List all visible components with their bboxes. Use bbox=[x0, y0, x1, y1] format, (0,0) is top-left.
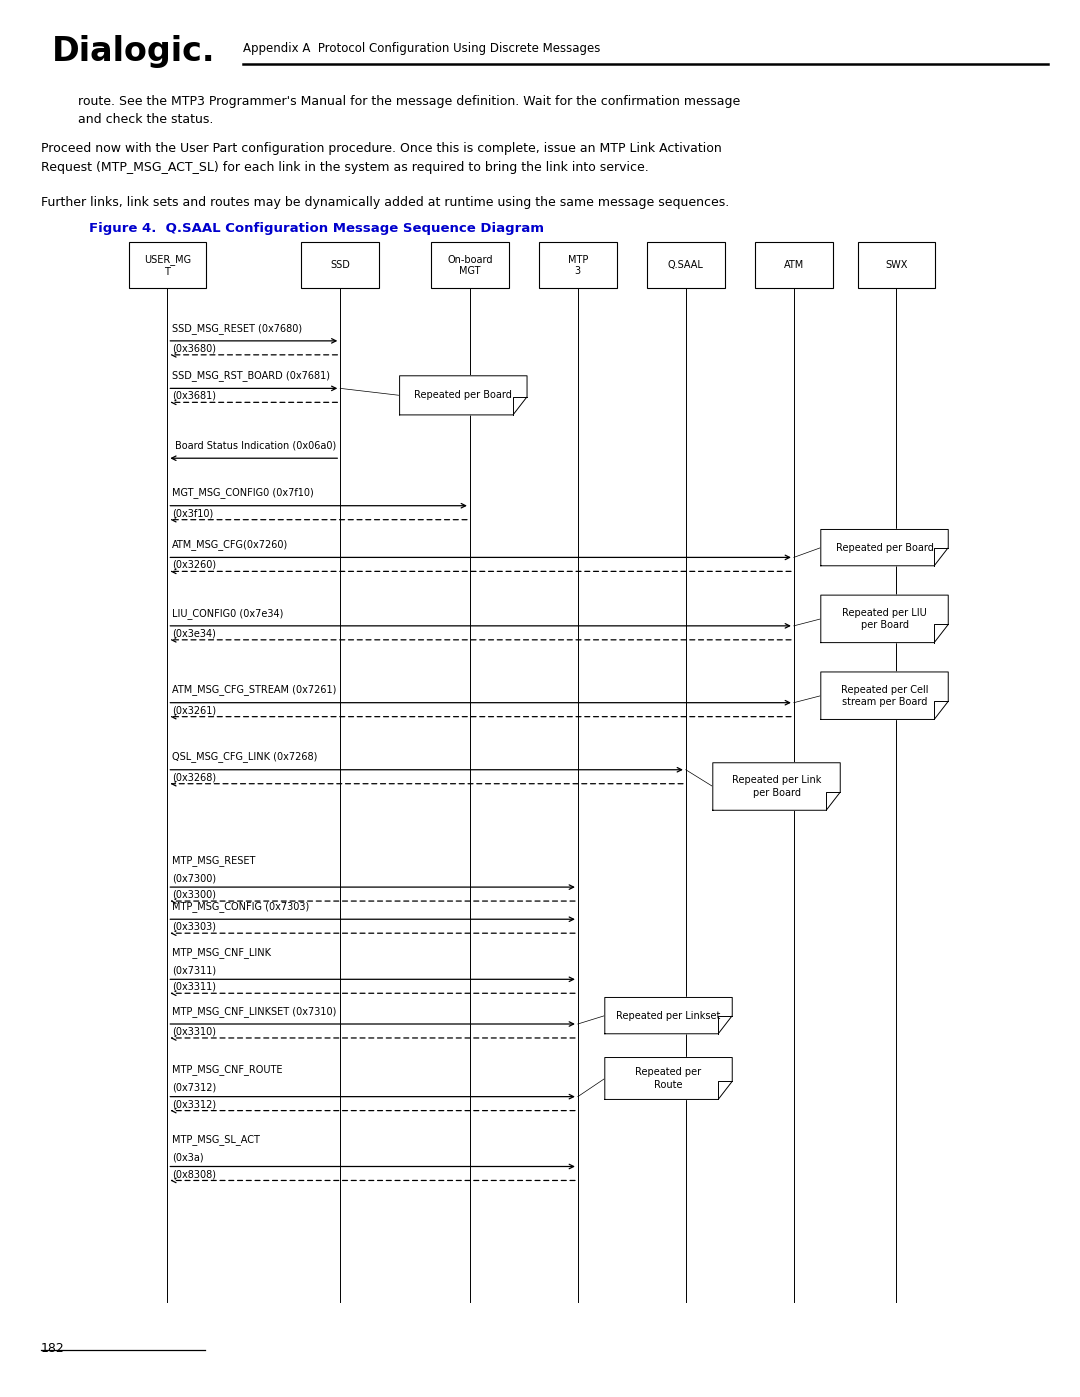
Text: ATM_MSG_CFG_STREAM (0x7261): ATM_MSG_CFG_STREAM (0x7261) bbox=[172, 685, 336, 696]
Text: (0x3a): (0x3a) bbox=[172, 1153, 203, 1162]
Text: (0x3300): (0x3300) bbox=[172, 890, 216, 900]
Text: USER_MG
T: USER_MG T bbox=[144, 254, 191, 277]
Text: MTP_MSG_CNF_ROUTE: MTP_MSG_CNF_ROUTE bbox=[172, 1065, 282, 1076]
Bar bbox=[858, 242, 935, 288]
Text: Repeated per Cell
stream per Board: Repeated per Cell stream per Board bbox=[840, 685, 929, 707]
Polygon shape bbox=[605, 1058, 732, 1099]
Text: (0x3f10): (0x3f10) bbox=[172, 509, 213, 518]
Text: MTP_MSG_CNF_LINKSET (0x7310): MTP_MSG_CNF_LINKSET (0x7310) bbox=[172, 1006, 336, 1017]
Text: LIU_CONFIG0 (0x7e34): LIU_CONFIG0 (0x7e34) bbox=[172, 608, 283, 619]
Text: MTP_MSG_RESET: MTP_MSG_RESET bbox=[172, 855, 255, 866]
Text: (0x7311): (0x7311) bbox=[172, 965, 216, 975]
Text: Figure 4.  Q.SAAL Configuration Message Sequence Diagram: Figure 4. Q.SAAL Configuration Message S… bbox=[89, 222, 543, 235]
Polygon shape bbox=[821, 529, 948, 566]
Text: Repeated per Board: Repeated per Board bbox=[836, 542, 933, 553]
Text: (0x8308): (0x8308) bbox=[172, 1169, 216, 1179]
Polygon shape bbox=[400, 376, 527, 415]
Text: ATM: ATM bbox=[784, 260, 804, 271]
Text: Repeated per Board: Repeated per Board bbox=[415, 390, 512, 401]
Text: SSD_MSG_RESET (0x7680): SSD_MSG_RESET (0x7680) bbox=[172, 323, 301, 334]
Text: (0x3303): (0x3303) bbox=[172, 922, 216, 932]
Text: (0x3268): (0x3268) bbox=[172, 773, 216, 782]
Text: (0x3261): (0x3261) bbox=[172, 705, 216, 715]
Text: MTP_MSG_CNF_LINK: MTP_MSG_CNF_LINK bbox=[172, 947, 271, 958]
Text: (0x3312): (0x3312) bbox=[172, 1099, 216, 1109]
Bar bbox=[647, 242, 725, 288]
Polygon shape bbox=[713, 763, 840, 810]
Text: SSD_MSG_RST_BOARD (0x7681): SSD_MSG_RST_BOARD (0x7681) bbox=[172, 370, 329, 381]
Text: MTP_MSG_CONFIG (0x7303): MTP_MSG_CONFIG (0x7303) bbox=[172, 901, 309, 912]
Text: (0x7312): (0x7312) bbox=[172, 1083, 216, 1092]
Text: MGT_MSG_CONFIG0 (0x7f10): MGT_MSG_CONFIG0 (0x7f10) bbox=[172, 488, 313, 499]
Text: Repeated per
Route: Repeated per Route bbox=[635, 1067, 702, 1090]
Text: (0x3311): (0x3311) bbox=[172, 982, 216, 992]
Text: Proceed now with the User Part configuration procedure. Once this is complete, i: Proceed now with the User Part configura… bbox=[41, 142, 721, 175]
Text: QSL_MSG_CFG_LINK (0x7268): QSL_MSG_CFG_LINK (0x7268) bbox=[172, 752, 318, 763]
Text: (0x3681): (0x3681) bbox=[172, 391, 216, 401]
Text: (0x3260): (0x3260) bbox=[172, 560, 216, 570]
Text: ATM_MSG_CFG(0x7260): ATM_MSG_CFG(0x7260) bbox=[172, 539, 288, 550]
Text: (0x3e34): (0x3e34) bbox=[172, 629, 216, 638]
Polygon shape bbox=[605, 997, 732, 1034]
Text: SWX: SWX bbox=[886, 260, 907, 271]
Text: (0x3310): (0x3310) bbox=[172, 1027, 216, 1037]
Polygon shape bbox=[821, 595, 948, 643]
Text: Board Status Indication (0x06a0): Board Status Indication (0x06a0) bbox=[175, 440, 336, 450]
Bar bbox=[129, 242, 206, 288]
Text: (0x3680): (0x3680) bbox=[172, 344, 216, 353]
Text: Appendix A  Protocol Configuration Using Discrete Messages: Appendix A Protocol Configuration Using … bbox=[243, 42, 600, 56]
Text: SSD: SSD bbox=[330, 260, 350, 271]
Text: On-board
MGT: On-board MGT bbox=[447, 254, 492, 277]
Text: Repeated per LIU
per Board: Repeated per LIU per Board bbox=[842, 608, 927, 630]
Bar bbox=[755, 242, 833, 288]
Text: 182: 182 bbox=[41, 1343, 65, 1355]
Text: (0x7300): (0x7300) bbox=[172, 873, 216, 883]
Bar bbox=[431, 242, 509, 288]
Text: MTP
3: MTP 3 bbox=[568, 254, 588, 277]
Text: Repeated per Link
per Board: Repeated per Link per Board bbox=[732, 775, 821, 798]
Text: Q.SAAL: Q.SAAL bbox=[667, 260, 704, 271]
Bar bbox=[301, 242, 379, 288]
Text: Further links, link sets and routes may be dynamically added at runtime using th: Further links, link sets and routes may … bbox=[41, 196, 729, 208]
Text: Repeated per Linkset: Repeated per Linkset bbox=[617, 1010, 720, 1021]
Text: MTP_MSG_SL_ACT: MTP_MSG_SL_ACT bbox=[172, 1134, 259, 1146]
Polygon shape bbox=[821, 672, 948, 719]
Bar bbox=[539, 242, 617, 288]
Text: route. See the MTP3 Programmer's Manual for the message definition. Wait for the: route. See the MTP3 Programmer's Manual … bbox=[78, 95, 740, 127]
Text: Dialogic.: Dialogic. bbox=[52, 35, 215, 68]
